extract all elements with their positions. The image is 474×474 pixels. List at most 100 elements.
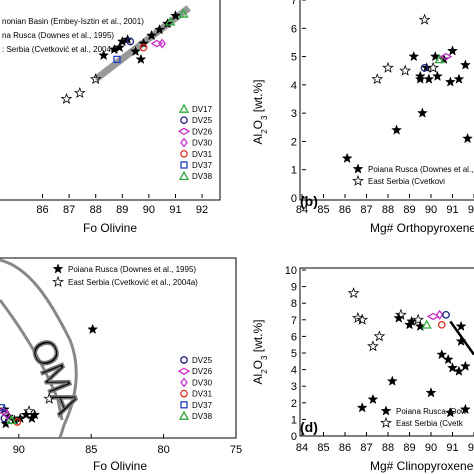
legend-label: East Serbia (Cvetkovi — [368, 177, 445, 186]
legend-marker — [177, 127, 191, 136]
data-point-sample — [113, 55, 121, 64]
y-tick-label: 10 — [285, 265, 297, 277]
legend-marker — [180, 161, 188, 169]
legend-marker — [180, 401, 188, 409]
y-tick-label: 9 — [291, 282, 297, 294]
y-tick-label: 2 — [291, 398, 297, 410]
panel-d-frame — [299, 267, 474, 437]
data-point-sample — [437, 320, 446, 329]
legend-marker — [380, 405, 392, 416]
y-tick-label: 3 — [291, 381, 297, 393]
legend-sample-label: DV25 — [192, 356, 213, 365]
x-tick-label: 84 — [296, 204, 308, 216]
data-point-filled-star — [138, 37, 149, 49]
y-tick-label: 7 — [291, 315, 297, 327]
x-tick-label: 86 — [36, 204, 48, 216]
legend-marker — [380, 416, 392, 428]
y-tick-label: 1 — [291, 165, 297, 177]
data-point-sample — [6, 414, 17, 425]
legend-sample-label: DV37 — [192, 401, 213, 410]
data-point-sample — [150, 39, 164, 48]
y-tick-label: 5 — [291, 52, 297, 64]
x-tick-label: 90 — [425, 442, 437, 454]
data-point-open-star — [73, 86, 86, 99]
data-point-filled-star — [425, 387, 437, 398]
panel-b-ylabel: Al2O3 [wt.%] — [251, 80, 269, 145]
y-tick-label: 6 — [291, 331, 297, 343]
panel-b-letter: (b) — [300, 193, 318, 209]
legend-marker — [177, 367, 191, 375]
data-point-filled-star — [356, 402, 368, 413]
legend-sample-label: DV37 — [192, 161, 213, 170]
legend-marker — [52, 275, 64, 287]
legend-reference-label: : Serbia (Cvetković et al., 2004a) — [2, 45, 118, 54]
data-point-filled-star — [447, 45, 458, 56]
panel-c-frame — [0, 257, 237, 439]
data-point-filled-star — [386, 375, 398, 386]
data-point-filled-star — [444, 407, 456, 418]
x-tick-label: 90 — [425, 204, 437, 216]
data-point-sample — [126, 37, 135, 46]
data-point-filled-star — [170, 10, 181, 21]
legend-sample-label: DV38 — [192, 172, 213, 181]
data-point-sample — [439, 52, 453, 61]
data-point-open-star — [382, 61, 394, 73]
data-point-open-star — [399, 64, 412, 76]
panel-c-xlabel: Fo Olivine — [93, 459, 147, 473]
data-point-open-star — [60, 92, 73, 104]
x-tick-label: 90 — [13, 444, 25, 456]
data-point-filled-star — [391, 124, 403, 135]
data-point-filled-star — [453, 73, 465, 84]
panel-c-olivine-fo: OMA 90 85 80 75 Fo Olivine Poiana Rusca (Do… — [0, 257, 242, 473]
legend-sample-label: DV31 — [192, 150, 213, 159]
data-point-open-star — [418, 13, 431, 25]
panel-a-olivine-fo: 86 87 88 89 90 91 92 Fo Olivine nonian Basin (… — [0, 0, 221, 235]
panel-d-xlabel: Mg# Clinopyroxene — [370, 459, 474, 473]
x-tick-label: 91 — [446, 442, 458, 454]
x-tick-label: 80 — [157, 444, 169, 456]
y-tick-label: 4 — [291, 80, 297, 92]
x-tick-label: 87 — [360, 204, 372, 216]
data-point-filled-star — [98, 49, 110, 61]
panel-d-letter: (d) — [300, 419, 318, 435]
legend-reference-label: na Rusca (Downes et al., 1995) — [2, 31, 114, 40]
data-point-open-star — [89, 73, 102, 85]
oma-field-outline — [0, 258, 78, 439]
y-tick-label: 3 — [291, 108, 297, 120]
x-tick-label: 92 — [468, 204, 474, 216]
oma-field-outline-inner — [0, 299, 64, 421]
panel-d-clinopyroxene: 848586878889909192012345678910 Mg# Clino… — [251, 265, 474, 473]
x-tick-label: 88 — [382, 204, 394, 216]
y-tick-label: 2 — [291, 136, 297, 148]
x-tick-label: 87 — [360, 442, 372, 454]
panel-b-orthopyroxene: 84 85 86 87 88 89 90 91 92 0 1 2 3 4 5 6 7 Mg# Orthopyro… — [251, 0, 474, 235]
legend-marker — [180, 356, 188, 364]
x-tick-label: 89 — [116, 204, 128, 216]
legend-label: Poiana Rusca (Downes et al., 1995) — [68, 265, 196, 274]
data-point-filled-star — [135, 53, 147, 64]
x-tick-label: 86 — [339, 442, 351, 454]
data-point-sample — [434, 54, 445, 64]
legend-sample-label: DV30 — [192, 378, 213, 387]
data-point-filled-star — [87, 323, 99, 335]
legend-reference-label: nonian Basin (Embey-Isztin et al., 2001) — [2, 17, 144, 26]
panel-b-xlabel: Mg# Orthopyroxene — [370, 221, 474, 235]
data-point-filled-star — [367, 393, 379, 405]
legend-label: East Serbia (Cvetković et al., 2004a) — [68, 278, 198, 287]
data-point-open-star — [371, 73, 384, 85]
panel-a-xlabel: Fo Olivine — [83, 221, 137, 235]
data-point-filled-star — [423, 73, 435, 84]
data-point-open-star — [23, 405, 35, 417]
x-tick-label: 92 — [468, 442, 474, 454]
legend-sample-label: DV25 — [192, 116, 213, 125]
legend-sample-label: DV17 — [192, 105, 213, 114]
data-point-filled-star — [447, 362, 458, 373]
legend-marker — [178, 410, 190, 420]
data-point-filled-star — [408, 50, 420, 62]
y-tick-label: 1 — [291, 414, 297, 426]
x-tick-label: 85 — [85, 444, 97, 456]
x-tick-label: 86 — [339, 204, 351, 216]
x-tick-label: 88 — [90, 204, 102, 216]
legend-sample-label: DV31 — [192, 390, 213, 399]
